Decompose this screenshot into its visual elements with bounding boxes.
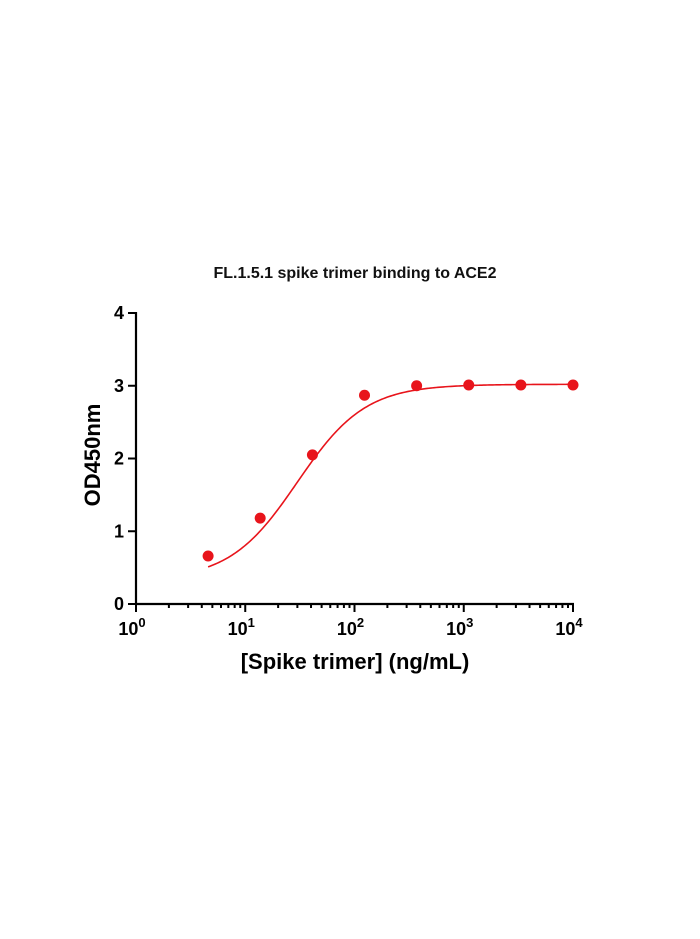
chart-title: FL.1.5.1 spike trimer binding to ACE2 (213, 265, 496, 282)
x-tick-label: 104 (555, 615, 583, 639)
data-point (463, 379, 475, 391)
data-point (515, 379, 527, 391)
axes: 0 1 2 3 4 100 101 102 103 104 (114, 303, 583, 639)
x-tick-label: 100 (118, 615, 145, 639)
x-tick-label: 103 (446, 615, 473, 639)
data-point (359, 389, 371, 401)
fit-curve (207, 383, 574, 568)
x-tick-label: 101 (228, 615, 255, 639)
y-tick-label: 0 (114, 594, 124, 614)
y-axis-title: OD450nm (80, 404, 105, 507)
data-point (306, 449, 318, 461)
y-tick-label: 3 (114, 376, 124, 396)
y-tick-label: 4 (114, 303, 124, 323)
y-tick-label: 1 (114, 521, 124, 541)
data-point (567, 379, 579, 391)
data-point (254, 512, 266, 524)
y-tick-label: 2 (114, 449, 124, 469)
data-point (202, 550, 214, 562)
fit-curve-layer (207, 383, 574, 568)
x-tick-label: 102 (337, 615, 364, 639)
x-axis-title: [Spike trimer] (ng/mL) (241, 649, 470, 674)
data-point (411, 380, 423, 392)
data-points-layer (202, 379, 579, 562)
